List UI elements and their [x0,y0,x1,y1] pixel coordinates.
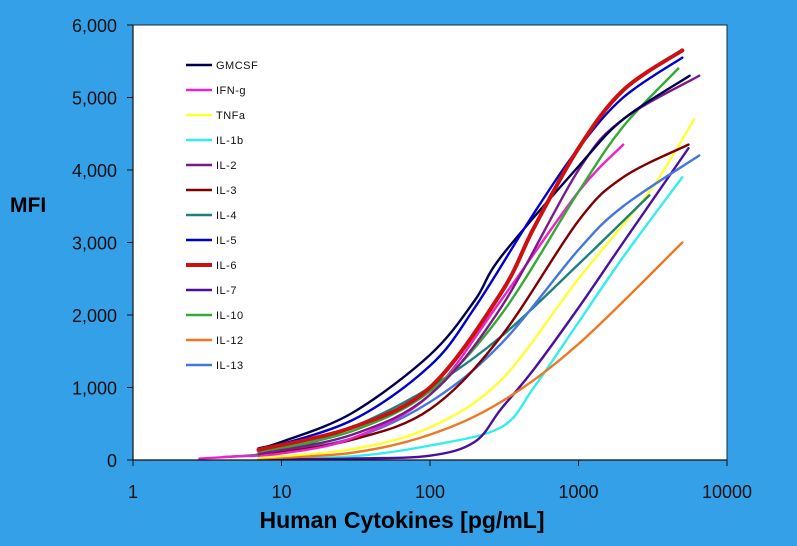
legend-label: IL-6 [216,260,237,272]
x-tick-label: 10000 [702,482,752,502]
legend-label: IFN-g [216,85,246,97]
legend-item: IFN-g [186,85,246,97]
y-tick-label: 1,000 [72,379,117,399]
legend: GMCSF IFN-g TNFa IL-1b IL-2 IL-3 IL-4 IL-5 IL-6 I… [186,60,258,372]
legend-item: IL-6 [186,260,237,272]
series-line-il-7 [257,147,690,461]
legend-label: IL-5 [216,235,237,247]
y-tick-label: 3,000 [72,234,117,254]
y-tick-label: 0 [107,451,117,471]
y-tick-label: 2,000 [72,306,117,326]
x-tick-label: 10 [271,482,291,502]
legend-item: IL-4 [186,210,237,222]
y-tick-label: 5,000 [72,89,117,109]
legend-item: GMCSF [186,60,258,72]
y-tick-label: 6,000 [72,16,117,36]
y-tick-label: 4,000 [72,161,117,181]
legend-label: IL-4 [216,210,237,222]
series-line-il-10 [257,67,680,454]
legend-label: IL-1b [216,135,244,147]
legend-item: TNFa [186,110,246,122]
legend-item: IL-13 [186,360,244,372]
legend-item: IL-7 [186,285,237,297]
series-line-tnfa [257,118,696,460]
legend-label: IL-3 [216,185,237,197]
x-tick-label: 1000 [558,482,598,502]
legend-label: IL-2 [216,160,237,172]
x-tick-label: 100 [415,482,445,502]
legend-label: IL-13 [216,360,244,372]
series-line-il-3 [257,143,690,457]
series-line-il-1b [257,176,684,461]
series-line-il-12 [257,241,684,460]
legend-item: IL-10 [186,310,244,322]
legend-item: IL-1b [186,135,244,147]
series-line-il-6 [256,48,685,452]
y-axis-title: MFI [10,194,46,217]
legend-label: GMCSF [216,60,258,72]
legend-label: IL-7 [216,285,237,297]
x-axis-title: Human Cytokines [pg/mL] [260,507,545,533]
legend-item: IL-12 [186,335,244,347]
axes-layer: 1 10 100 1000 10000 0 1,000 2,000 3,000 4,000 5,00… [72,16,752,502]
series-line-gmcsf [257,74,691,450]
legend-item: IL-3 [186,185,237,197]
legend-label: IL-12 [216,335,244,347]
x-tick-label: 1 [128,482,138,502]
legend-label: TNFa [216,110,246,122]
legend-label: IL-10 [216,310,244,322]
legend-item: IL-5 [186,235,237,247]
series-layer [198,48,701,461]
series-line-il-5 [257,56,684,452]
legend-item: IL-2 [186,160,237,172]
